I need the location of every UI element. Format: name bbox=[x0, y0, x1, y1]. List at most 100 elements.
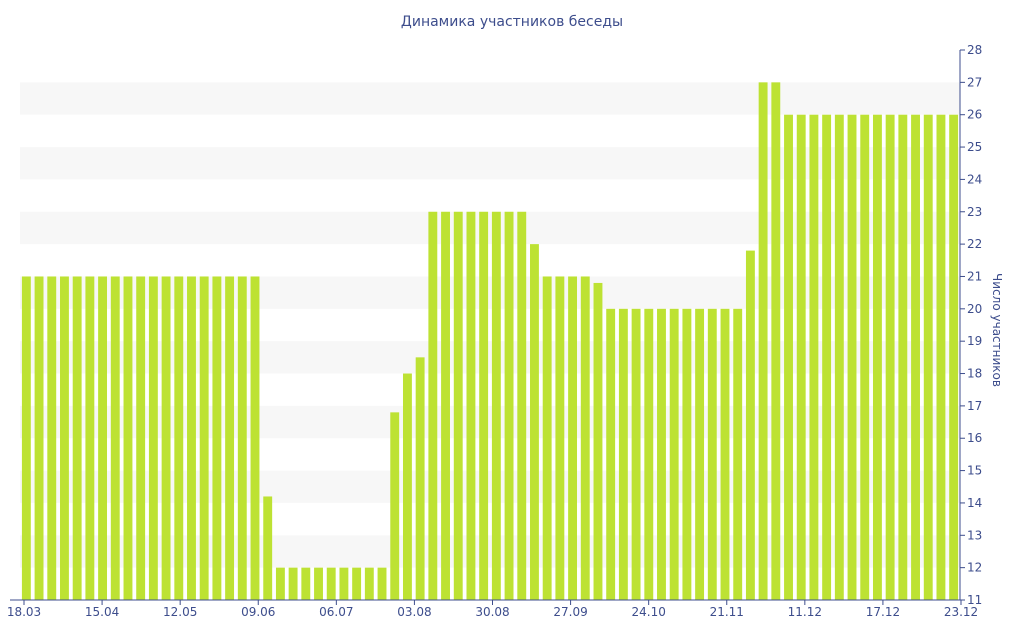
y-tick-label: 28 bbox=[967, 43, 982, 57]
bar bbox=[936, 114, 946, 601]
bar bbox=[415, 357, 425, 600]
bar bbox=[593, 282, 603, 600]
bar bbox=[517, 211, 527, 600]
bar bbox=[123, 276, 133, 600]
bar bbox=[314, 567, 323, 600]
bar bbox=[72, 276, 82, 600]
bar bbox=[923, 114, 933, 601]
bar bbox=[428, 211, 438, 600]
bar bbox=[618, 308, 628, 600]
bar bbox=[745, 250, 755, 600]
grid-band bbox=[20, 341, 960, 374]
bar bbox=[21, 276, 31, 600]
bar bbox=[110, 276, 120, 600]
bar bbox=[644, 308, 654, 600]
bar bbox=[834, 114, 844, 601]
bar bbox=[237, 276, 247, 600]
bar bbox=[453, 211, 463, 600]
bar bbox=[301, 567, 311, 600]
bar bbox=[695, 308, 705, 600]
bar bbox=[898, 114, 908, 601]
bar bbox=[530, 244, 539, 600]
y-tick-label: 16 bbox=[967, 431, 982, 445]
y-tick-label: 18 bbox=[967, 367, 982, 381]
x-tick-label: 17.12 bbox=[866, 605, 900, 619]
bar bbox=[275, 567, 285, 600]
grid-band bbox=[20, 535, 960, 568]
y-tick-label: 22 bbox=[967, 237, 982, 251]
bar bbox=[288, 567, 298, 600]
bar bbox=[809, 114, 819, 601]
x-tick-label: 21.11 bbox=[710, 605, 744, 619]
bar bbox=[885, 114, 895, 601]
bar bbox=[326, 567, 336, 600]
grid-band bbox=[20, 211, 960, 245]
bar bbox=[504, 211, 514, 600]
x-tick-label: 27.09 bbox=[553, 605, 587, 619]
bar bbox=[949, 114, 959, 601]
bar bbox=[491, 211, 501, 600]
grid-band bbox=[20, 405, 960, 439]
x-tick-label: 03.08 bbox=[397, 605, 431, 619]
bar bbox=[631, 308, 641, 600]
bar bbox=[352, 567, 362, 600]
y-tick-label: 11 bbox=[967, 593, 982, 607]
bar bbox=[250, 276, 260, 600]
y-axis-label: Число участников bbox=[990, 273, 1004, 387]
bar bbox=[542, 276, 552, 600]
bar bbox=[796, 114, 806, 601]
bar bbox=[187, 276, 196, 600]
x-tick-label: 24.10 bbox=[631, 605, 665, 619]
bar bbox=[568, 276, 578, 600]
bar bbox=[707, 308, 717, 600]
bar bbox=[466, 211, 476, 600]
y-axis: 11 12 13 14 15 16 17 18 19 20 21 22 23 24 25 26 27 28 bbox=[959, 43, 982, 607]
y-tick-label: 20 bbox=[967, 302, 982, 316]
bar bbox=[85, 276, 95, 600]
chart-title: Динамика участников беседы bbox=[400, 14, 624, 30]
y-tick-label: 24 bbox=[967, 172, 982, 186]
x-tick-label: 23.12 bbox=[944, 605, 978, 619]
y-tick-label: 26 bbox=[967, 108, 982, 122]
bar bbox=[98, 276, 108, 600]
y-tick-label: 21 bbox=[967, 269, 982, 283]
grid-bands bbox=[20, 82, 960, 568]
bar bbox=[872, 114, 882, 601]
y-tick-label: 12 bbox=[967, 561, 982, 575]
bar bbox=[364, 567, 374, 600]
bar bbox=[60, 276, 69, 600]
bar bbox=[822, 114, 832, 601]
bar bbox=[657, 308, 666, 600]
bar bbox=[911, 114, 920, 601]
bar bbox=[212, 276, 222, 600]
x-tick-label: 11.12 bbox=[788, 605, 822, 619]
y-tick-label: 25 bbox=[967, 140, 982, 154]
bar bbox=[199, 276, 209, 600]
bar bbox=[784, 114, 793, 601]
x-tick-label: 30.08 bbox=[475, 605, 509, 619]
bar bbox=[390, 412, 400, 600]
x-tick-label: 18.03 bbox=[7, 605, 41, 619]
bar bbox=[771, 82, 781, 601]
bar bbox=[580, 276, 590, 600]
bar bbox=[733, 308, 743, 600]
bars bbox=[21, 82, 959, 601]
grid-band bbox=[20, 276, 960, 309]
bar bbox=[720, 308, 730, 600]
grid-band bbox=[20, 82, 960, 115]
y-tick-label: 23 bbox=[967, 205, 982, 219]
y-tick-label: 13 bbox=[967, 528, 982, 542]
bar bbox=[174, 276, 184, 600]
bar bbox=[847, 114, 857, 601]
x-axis: 18.03 15.04 12.05 09.06 06.07 03.08 30.08 27.09… bbox=[7, 599, 978, 619]
x-tick-label: 12.05 bbox=[163, 605, 197, 619]
bar bbox=[682, 308, 692, 600]
y-tick-label: 14 bbox=[967, 496, 982, 510]
bar bbox=[860, 114, 870, 601]
bar bbox=[34, 276, 44, 600]
y-tick-label: 15 bbox=[967, 464, 982, 478]
y-tick-label: 19 bbox=[967, 334, 982, 348]
bar bbox=[758, 82, 768, 601]
bar bbox=[339, 567, 349, 600]
bar bbox=[263, 496, 273, 600]
